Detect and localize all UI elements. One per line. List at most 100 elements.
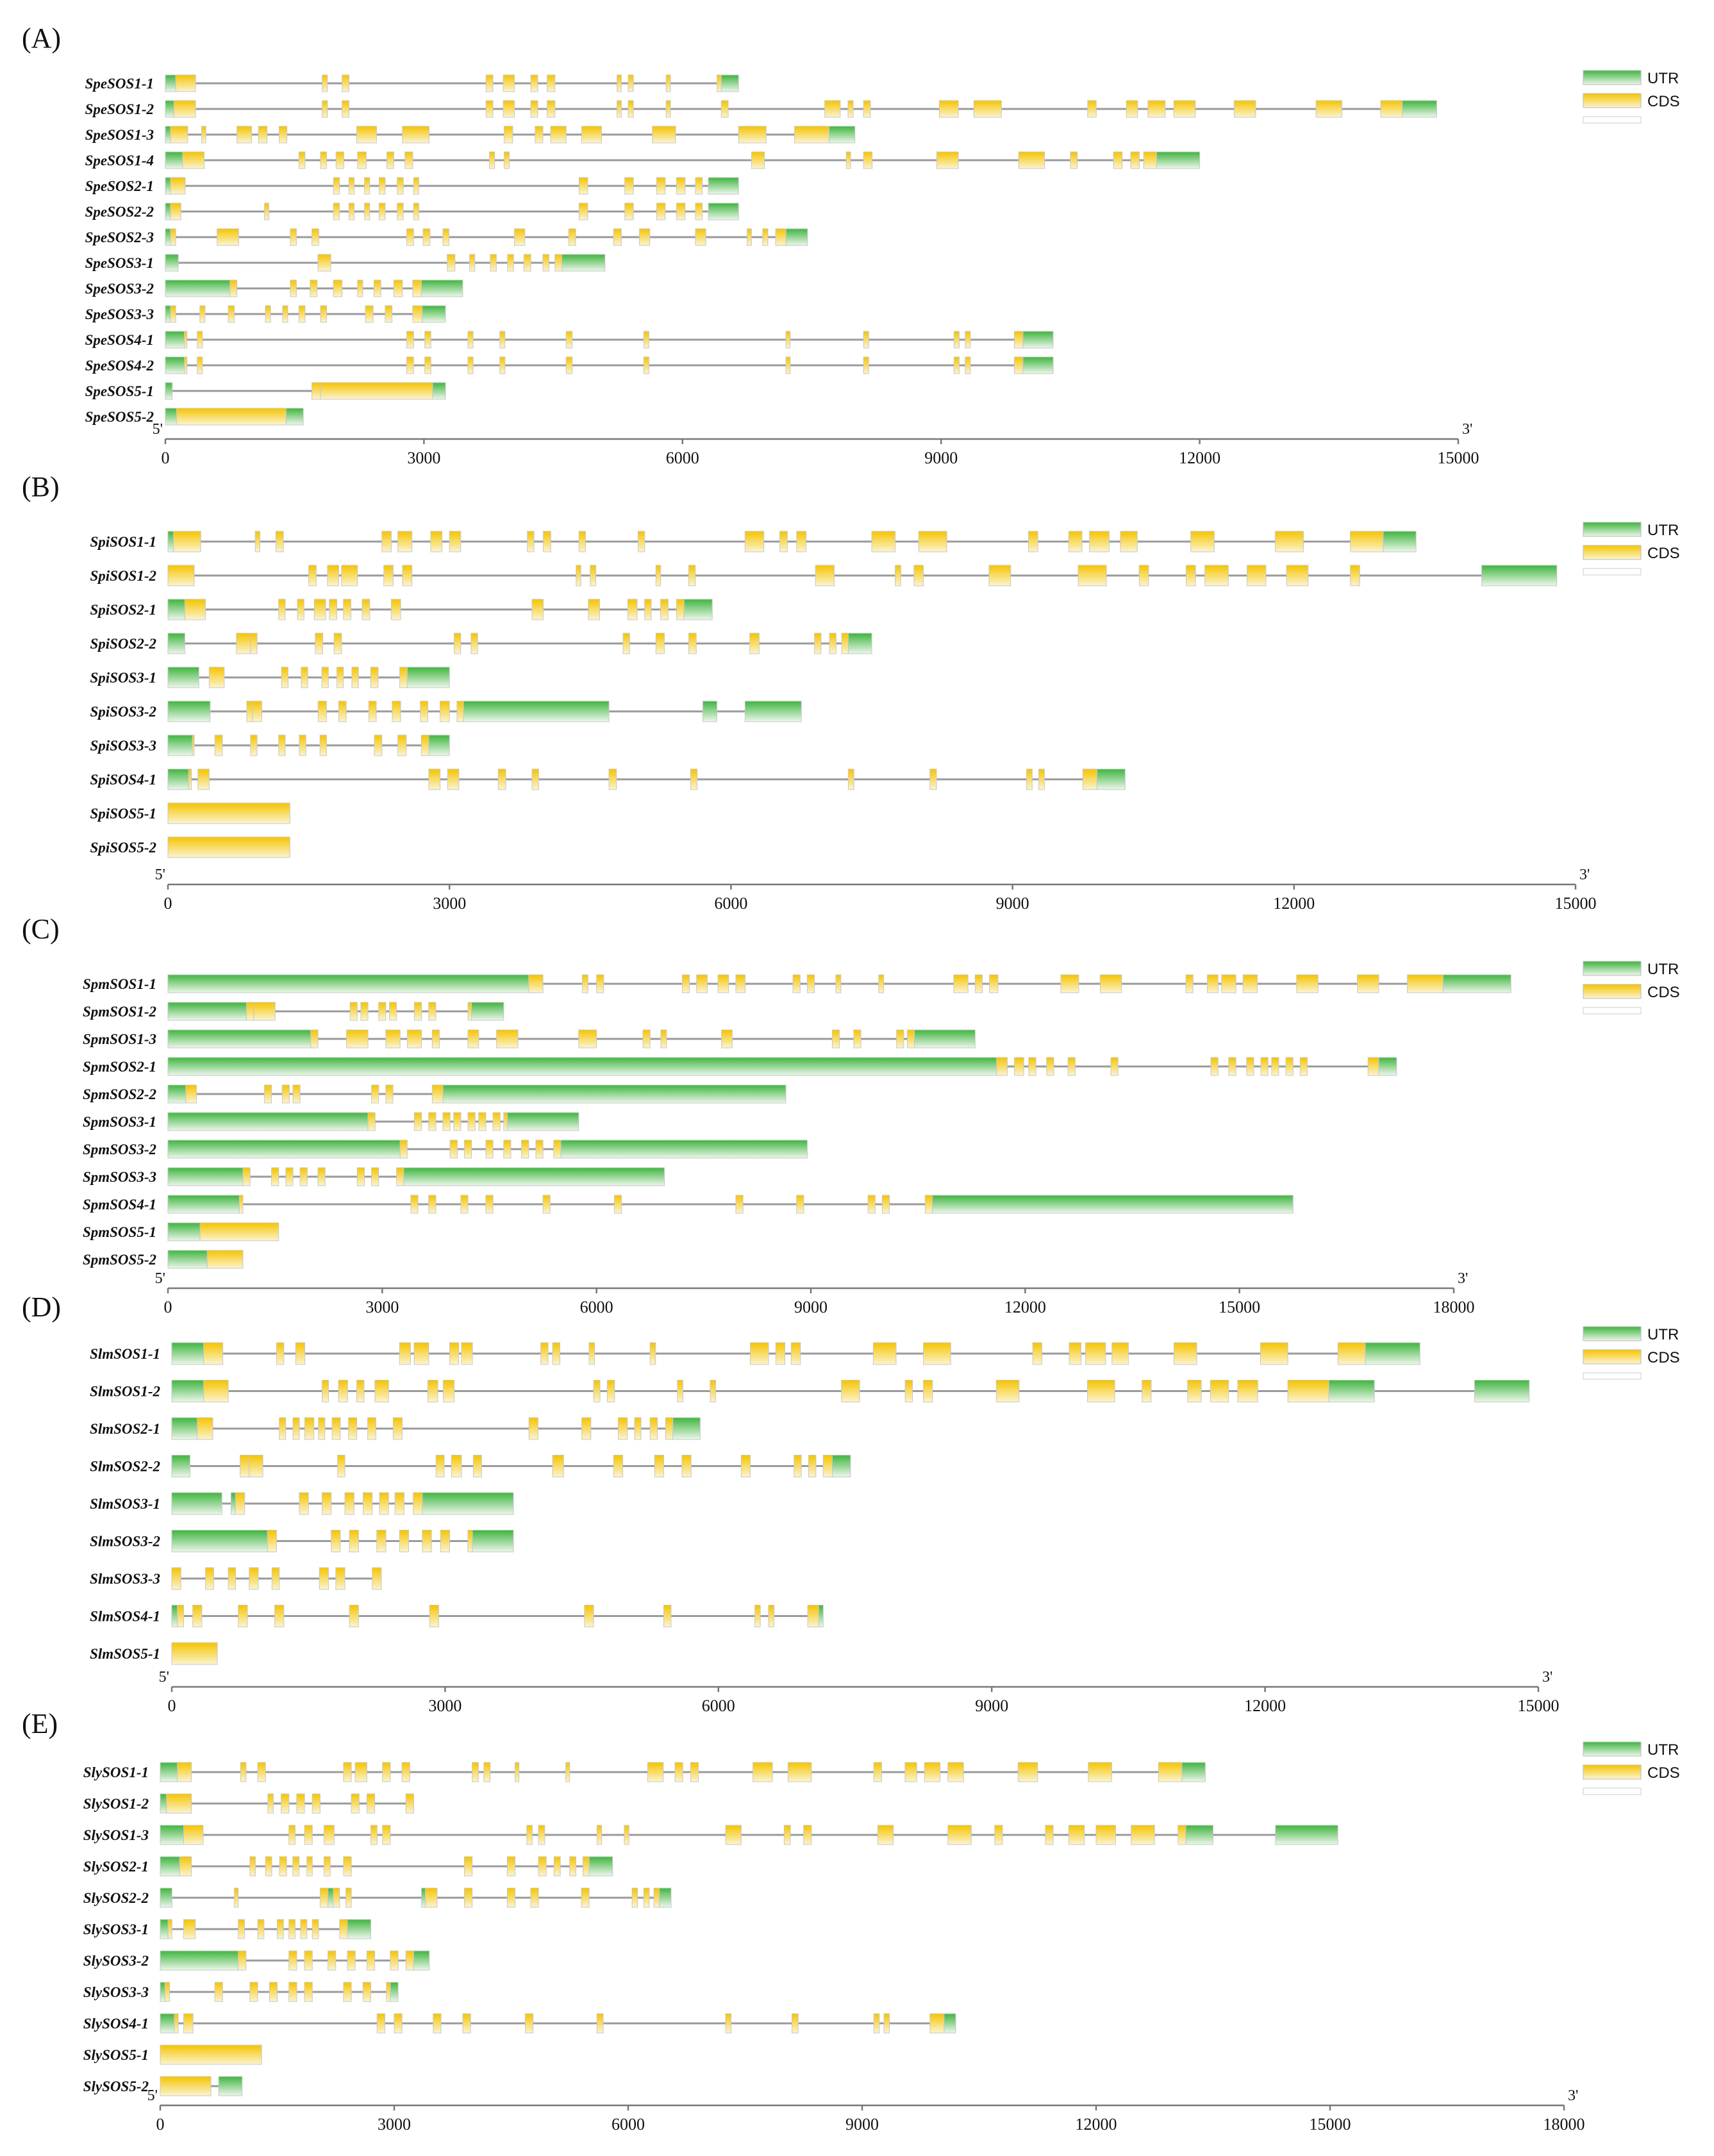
cds-exon	[523, 254, 531, 272]
cds-exon	[1068, 1825, 1085, 1845]
cds-exon	[385, 1029, 401, 1049]
cds-exon	[258, 126, 268, 144]
legend-blank-swatch	[1583, 116, 1642, 124]
cds-exon	[460, 1195, 469, 1214]
cds-exon	[974, 974, 983, 993]
gene-row-SpmSOS5-2: SpmSOS5-2	[83, 1250, 244, 1269]
tick-label: 15000	[1555, 894, 1597, 913]
cds-exon	[328, 1950, 337, 1971]
cds-exon	[447, 254, 456, 272]
three-prime-label: 3'	[1579, 867, 1590, 883]
cds-exon	[177, 1605, 184, 1627]
cds-exon	[312, 228, 319, 246]
utr-block	[171, 1417, 198, 1440]
utr-block	[471, 1002, 504, 1021]
gene-row-SpeSOS1-3: SpeSOS1-3	[85, 126, 856, 144]
cds-exon	[1077, 565, 1107, 586]
cds-exon	[581, 1887, 590, 1908]
cds-exon	[175, 74, 196, 92]
cds-exon	[581, 126, 602, 144]
utr-block	[463, 701, 610, 722]
cds-exon	[499, 331, 506, 349]
cds-exon	[565, 331, 573, 349]
cds-exon	[431, 1084, 444, 1104]
cds-exon	[871, 531, 896, 552]
cds-exon	[440, 701, 450, 722]
cds-exon	[496, 1029, 519, 1049]
cds-exon	[288, 1982, 297, 2002]
cds-exon	[1242, 974, 1258, 993]
cds-exon	[528, 1417, 538, 1440]
cds-exon	[947, 1762, 964, 1782]
cds-exon	[872, 1342, 897, 1365]
cds-exon	[762, 228, 769, 246]
cds-exon	[276, 1342, 285, 1365]
cds-exon	[527, 531, 535, 552]
cds-exon	[203, 1342, 224, 1365]
cds-exon	[1173, 100, 1196, 118]
cds-exon	[171, 1642, 218, 1665]
cds-exon	[185, 1084, 197, 1104]
x-axis: 0 3000 6000 9000 12000 15000 5' 3'	[159, 1669, 1560, 1715]
gene-name: SpmSOS1-3	[83, 1031, 156, 1047]
cds-exon	[333, 633, 342, 654]
utr-block	[167, 768, 189, 790]
gene-row-SpeSOS3-1: SpeSOS3-1	[85, 254, 606, 272]
cds-exon	[507, 254, 514, 272]
cds-exon	[406, 228, 414, 246]
gene-name: SpmSOS1-1	[83, 976, 156, 992]
cds-exon	[953, 331, 960, 349]
cds-exon	[428, 1002, 437, 1021]
utr-block	[165, 305, 171, 323]
cds-exon	[681, 974, 690, 993]
cds-exon	[335, 1567, 345, 1590]
cds-exon	[320, 382, 433, 400]
cds-exon	[652, 126, 676, 144]
cds-exon	[710, 1380, 717, 1402]
cds-exon	[401, 1762, 410, 1782]
cds-exon	[315, 633, 324, 654]
cds-exon	[179, 1856, 192, 1877]
cds-exon	[1089, 531, 1110, 552]
cds-exon	[319, 734, 327, 756]
cds-exon	[370, 667, 379, 688]
cds-exon	[277, 1919, 284, 1939]
cds-exon	[649, 1417, 658, 1440]
cds-exon	[806, 974, 815, 993]
gene-row-SlmSOS2-2: SlmSOS2-2	[90, 1455, 851, 1477]
tick-label: 9000	[845, 2115, 879, 2134]
cds-exon	[304, 1950, 313, 1971]
gene-row-SpeSOS5-1: SpeSOS5-1	[85, 382, 446, 400]
cds-exon	[973, 100, 1002, 118]
cds-exon	[554, 254, 563, 272]
cds-exon	[299, 734, 306, 756]
cds-exon	[317, 1167, 326, 1186]
cds-exon	[170, 228, 176, 246]
cds-exon	[847, 768, 854, 790]
cds-exon	[1380, 100, 1403, 118]
cds-exon	[166, 1793, 192, 1814]
cds-exon	[263, 1084, 272, 1104]
cds-exon	[372, 1567, 382, 1590]
cds-exon	[847, 100, 854, 118]
utr-block	[472, 1530, 514, 1552]
cds-exon	[370, 1825, 378, 1845]
cds-exon	[924, 1762, 941, 1782]
cds-exon	[552, 1342, 560, 1365]
gene-name: SpiSOS5-2	[90, 840, 156, 856]
cds-exon	[192, 734, 195, 756]
gene-name: SlmSOS4-1	[90, 1609, 160, 1625]
cds-exon	[167, 565, 195, 586]
cds-exon	[265, 305, 271, 323]
cds-exon	[785, 331, 791, 349]
utr-block	[165, 254, 179, 272]
cds-exon	[1260, 1057, 1269, 1076]
cds-exon	[319, 1887, 329, 1908]
cds-exon	[1014, 1057, 1024, 1076]
cds-exon	[1067, 1057, 1076, 1076]
cds-exon	[362, 1982, 371, 2002]
gene-name: SpeSOS3-1	[85, 255, 154, 271]
panel-d: (D) UTR CDS SlmSOS1-1 SlmSOS1-2 SlmSOS2-1 SlmS…	[22, 1291, 1680, 1715]
cds-exon	[656, 203, 666, 220]
cds-exon	[288, 1950, 297, 1971]
